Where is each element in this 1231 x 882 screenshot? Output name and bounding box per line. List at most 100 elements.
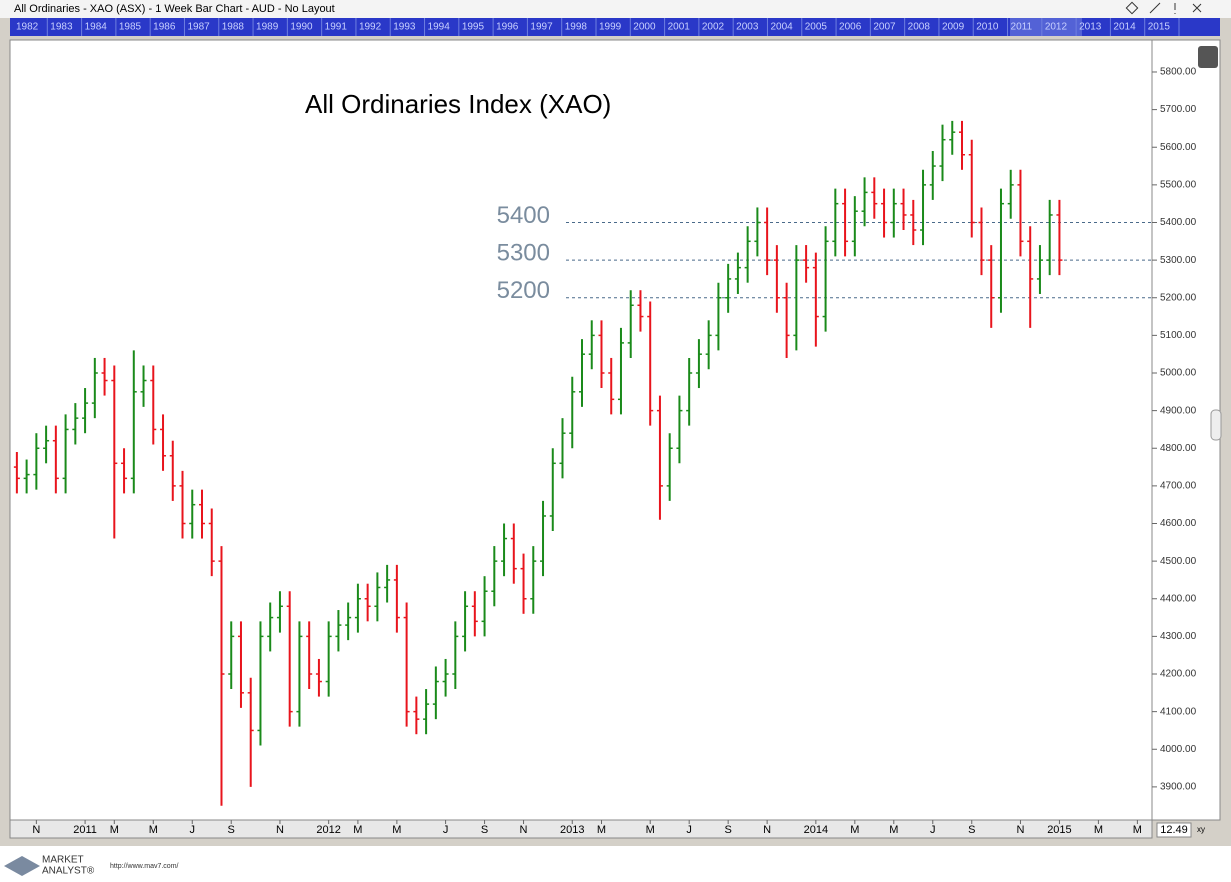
zoom-mode[interactable]: xy xyxy=(1197,825,1205,834)
x-tick-label: S xyxy=(228,824,235,836)
x-tick-label: M xyxy=(392,824,401,836)
navigator-year: 1995 xyxy=(462,22,485,33)
y-tick-label: 4400.00 xyxy=(1160,593,1197,604)
x-tick-label: M xyxy=(646,824,655,836)
navigator-year: 2013 xyxy=(1079,22,1102,33)
x-tick-label: S xyxy=(724,824,731,836)
y-tick-label: 5800.00 xyxy=(1160,67,1197,78)
navigator[interactable] xyxy=(10,18,1220,36)
chart-title: All Ordinaries Index (XAO) xyxy=(305,89,611,119)
y-tick-label: 4700.00 xyxy=(1160,481,1197,492)
x-tick-label: 2011 xyxy=(73,824,97,836)
x-tick-label: 2014 xyxy=(804,824,828,836)
x-tick-label: J xyxy=(930,824,936,836)
x-tick-label: J xyxy=(686,824,692,836)
x-tick-label: M xyxy=(1094,824,1103,836)
navigator-year: 2011 xyxy=(1011,22,1033,33)
navigator-year: 1987 xyxy=(187,22,210,33)
x-tick-label: 2015 xyxy=(1047,824,1071,836)
navigator-year: 1997 xyxy=(530,22,553,33)
zoom-value[interactable]: 12.49 xyxy=(1160,824,1188,836)
x-tick-label: N xyxy=(520,824,528,836)
logo-top: MARKET xyxy=(42,855,84,866)
x-tick-label: N xyxy=(276,824,284,836)
navigator-year: 1992 xyxy=(359,22,382,33)
y-tick-label: 4100.00 xyxy=(1160,706,1197,717)
y-tick-label: 5400.00 xyxy=(1160,217,1197,228)
navigator-year: 2010 xyxy=(976,22,999,33)
navigator-year: 1996 xyxy=(496,22,519,33)
y-tick-label: 5100.00 xyxy=(1160,330,1197,341)
navigator-year: 2014 xyxy=(1113,22,1136,33)
navigator-year: 1988 xyxy=(222,22,245,33)
x-tick-label: S xyxy=(968,824,975,836)
navigator-year: 2008 xyxy=(908,22,931,33)
y-tick-label: 4600.00 xyxy=(1160,518,1197,529)
y-tick-label: 5500.00 xyxy=(1160,180,1197,191)
window-title: All Ordinaries - XAO (ASX) - 1 Week Bar … xyxy=(14,3,335,15)
navigator-year: 2003 xyxy=(736,22,759,33)
y-axis-area xyxy=(1151,39,1221,821)
y-tick-label: 5700.00 xyxy=(1160,104,1197,115)
y-tick-label: 4900.00 xyxy=(1160,405,1197,416)
button[interactable] xyxy=(1149,2,1161,14)
plot-area xyxy=(9,39,1153,821)
button[interactable] xyxy=(1192,3,1202,13)
x-tick-label: M xyxy=(353,824,362,836)
navigator-year: 2005 xyxy=(805,22,828,33)
navigator-window[interactable] xyxy=(1010,18,1082,36)
y-tick-label: 4200.00 xyxy=(1160,669,1197,680)
x-tick-label: S xyxy=(481,824,488,836)
logo-bottom: ANALYST® xyxy=(42,866,95,877)
x-tick-label: N xyxy=(763,824,771,836)
footer xyxy=(0,846,1231,882)
scroll-handle[interactable] xyxy=(1210,409,1222,441)
navigator-year: 2002 xyxy=(702,22,725,33)
navigator-year: 2015 xyxy=(1148,22,1171,33)
navigator-year: 1984 xyxy=(85,22,108,33)
y-tick-label: 4800.00 xyxy=(1160,443,1197,454)
logo-icon xyxy=(4,856,40,876)
navigator-year: 1994 xyxy=(428,22,451,33)
navigator-year: 2004 xyxy=(770,22,793,33)
x-axis-area xyxy=(9,819,1153,839)
x-tick-label: M xyxy=(1133,824,1142,836)
zoom-box[interactable] xyxy=(1156,822,1192,838)
navigator-year: 1985 xyxy=(119,22,142,33)
x-tick-label: M xyxy=(889,824,898,836)
x-tick-label: 2013 xyxy=(560,824,584,836)
navigator-year: 1991 xyxy=(325,22,348,33)
window-buttons[interactable] xyxy=(1125,1,1202,15)
y-tick-label: 4000.00 xyxy=(1160,744,1197,755)
y-tick-label: 4300.00 xyxy=(1160,631,1197,642)
y-tick-label: 5200.00 xyxy=(1160,292,1197,303)
x-tick-label: J xyxy=(443,824,449,836)
x-tick-label: N xyxy=(32,824,40,836)
navigator-year: 1986 xyxy=(153,22,176,33)
y-tick-label: 3900.00 xyxy=(1160,782,1197,793)
title-bar xyxy=(0,0,1231,18)
navigator-year: 1993 xyxy=(393,22,416,33)
x-tick-label: J xyxy=(190,824,196,836)
level-label: 5200 xyxy=(497,277,550,304)
lock-icon[interactable] xyxy=(1198,46,1218,68)
navigator-year: 2012 xyxy=(1045,22,1068,33)
navigator-year: 2007 xyxy=(873,22,896,33)
level-label: 5300 xyxy=(497,239,550,266)
navigator-years: 1982 1983 1984 1985 1986 1987 1988 1989 1990 1991… xyxy=(16,18,1180,36)
navigator-year: 1982 xyxy=(16,22,39,33)
x-tick-label: M xyxy=(149,824,158,836)
level-label: 5400 xyxy=(497,202,550,229)
navigator-year: 2006 xyxy=(839,22,862,33)
y-tick-label: 4500.00 xyxy=(1160,556,1197,567)
x-tick-label: N xyxy=(1016,824,1024,836)
logo-url: http://www.mav7.com/ xyxy=(110,863,179,870)
button[interactable] xyxy=(1125,1,1139,15)
navigator-year: 1999 xyxy=(599,22,622,33)
y-tick-label: 5600.00 xyxy=(1160,142,1197,153)
x-tick-label: 2012 xyxy=(316,824,340,836)
navigator-year: 2009 xyxy=(942,22,965,33)
y-tick-label: 5300.00 xyxy=(1160,255,1197,266)
